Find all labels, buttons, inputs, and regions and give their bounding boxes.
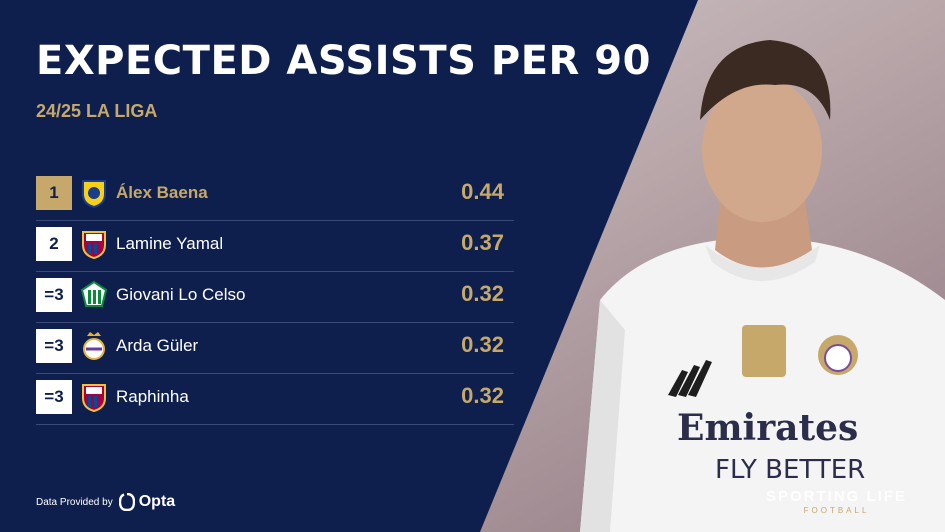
player-name: Álex Baena <box>116 183 208 202</box>
player-name: Giovani Lo Celso <box>116 285 246 304</box>
opta-label: Opta <box>138 493 176 510</box>
table-row: =3 Giovani Lo Celso 0.32 <box>36 272 514 323</box>
svg-text:FLY BETTER: FLY BETTER <box>715 455 865 485</box>
xa-value: 0.32 <box>461 383 504 408</box>
xa-value: 0.32 <box>461 332 504 357</box>
sporting-life-logo: SPORTING LIFE FOOTBALL <box>766 488 907 515</box>
player-name: Lamine Yamal <box>116 234 224 253</box>
rank-badge: 2 <box>36 227 72 261</box>
data-credit: Data Provided by Opta <box>36 493 175 511</box>
opta-logo-icon <box>118 493 135 511</box>
data-provided-by-label: Data Provided by <box>36 496 113 508</box>
table-row: 1 Álex Baena 0.44 <box>36 170 514 221</box>
barcelona-crest-icon <box>82 384 106 412</box>
page-title: EXPECTED ASSISTS PER 90 <box>36 38 651 84</box>
table-row: =3 Arda Güler 0.32 <box>36 323 514 374</box>
xa-value: 0.44 <box>461 179 504 204</box>
subtitle: 24/25 LA LIGA <box>36 101 158 121</box>
xa-value: 0.37 <box>461 230 504 255</box>
rank-badge: =3 <box>36 278 72 312</box>
brand-subline: FOOTBALL <box>803 506 870 515</box>
player-name: Arda Güler <box>116 336 199 355</box>
rank-badge: =3 <box>36 380 72 414</box>
player-name: Raphinha <box>116 387 189 406</box>
brand-name: SPORTING LIFE <box>766 488 908 505</box>
table-row: 2 Lamine Yamal 0.37 <box>36 221 514 272</box>
ranking-table: 1 Álex Baena 0.44 2 Lamine Yamal 0.37 =3… <box>36 170 514 425</box>
barcelona-crest-icon <box>82 231 106 259</box>
rank-badge: 1 <box>36 176 72 210</box>
xa-value: 0.32 <box>461 281 504 306</box>
svg-text:Emirates: Emirates <box>677 407 858 449</box>
real-madrid-crest-icon <box>83 332 105 360</box>
table-row: =3 Raphinha 0.32 <box>36 374 514 425</box>
villarreal-crest-icon <box>82 180 106 208</box>
rank-badge: =3 <box>36 329 72 363</box>
real-betis-crest-icon <box>80 280 108 307</box>
